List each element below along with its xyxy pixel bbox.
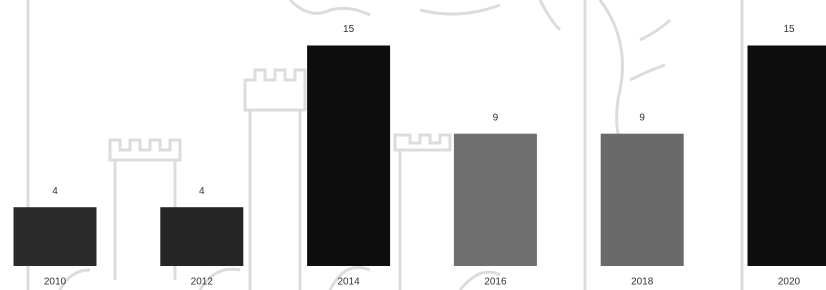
x-tick-label: 2014: [337, 277, 360, 288]
page: 42010420121520149201692018152020 (() => …: [0, 0, 826, 290]
value-label: 15: [343, 24, 355, 35]
chart: 4 2010 4 2012 15 2014 9 2016 9 2018 15 2020: [0, 0, 826, 290]
bar: [14, 207, 97, 266]
x-tick-label: 2020: [778, 277, 801, 288]
value-label: 9: [639, 112, 645, 123]
bar: [307, 46, 390, 267]
value-label: 15: [783, 24, 795, 35]
x-tick-label: 2016: [484, 277, 507, 288]
bar: [601, 134, 684, 266]
value-label: 4: [199, 186, 205, 197]
x-tick-label: 2018: [631, 277, 654, 288]
x-tick-label: 2010: [44, 277, 67, 288]
bar: [454, 134, 537, 266]
value-label: 9: [493, 112, 499, 123]
bar: [160, 207, 243, 266]
value-label: 4: [52, 186, 58, 197]
x-tick-label: 2012: [191, 277, 214, 288]
bar: [748, 46, 826, 267]
